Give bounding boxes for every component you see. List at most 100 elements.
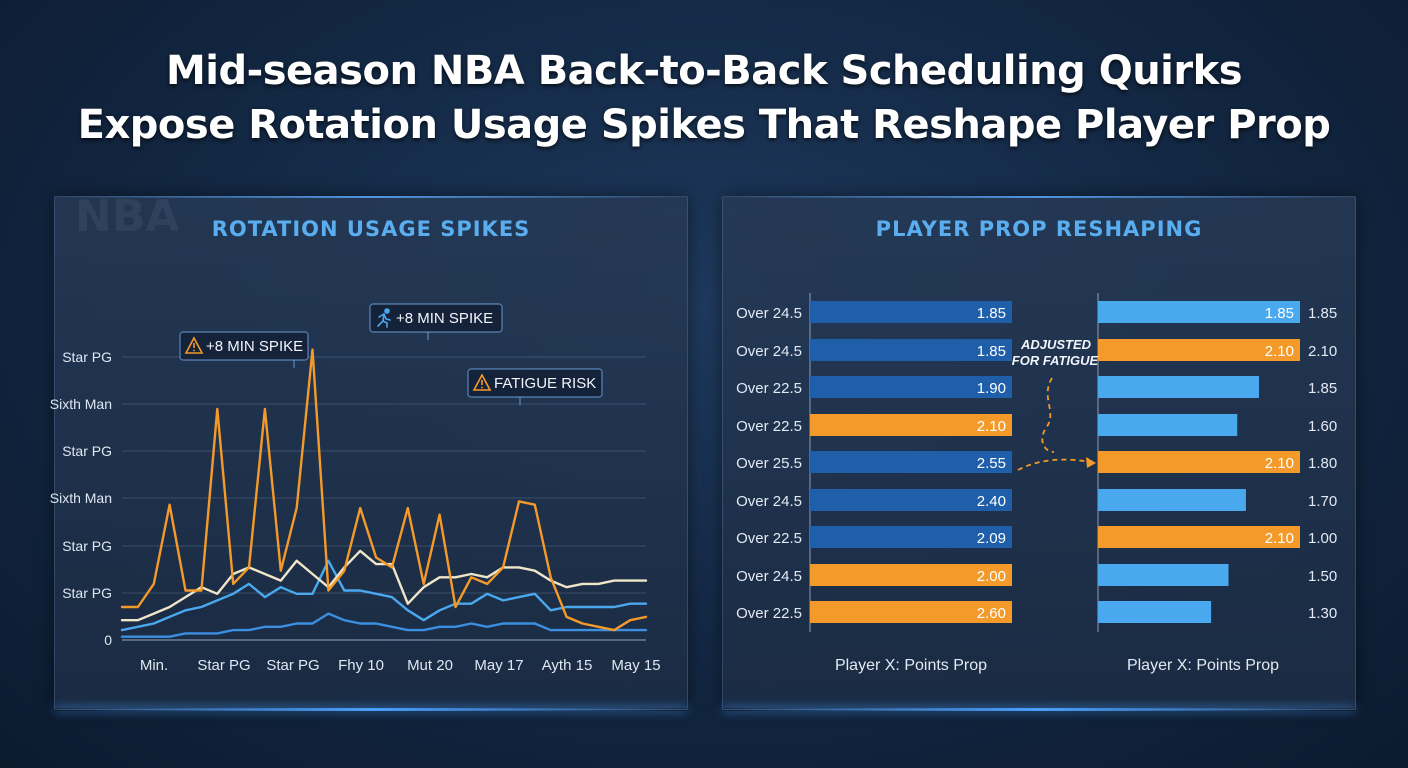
y-tick-label: Sixth Man (50, 396, 112, 412)
series-line-cream (120, 549, 648, 622)
x-tick-label: Min. (140, 657, 168, 674)
annotation-text: FATIGUE RISK (494, 375, 596, 392)
annotation-box (369, 303, 503, 333)
after-value-label: 1.85 (1308, 305, 1337, 322)
before-bar (810, 564, 1012, 586)
after-value-label: 1.70 (1308, 493, 1337, 510)
annotation-callout: FATIGUE RISK (467, 368, 603, 405)
before-bar-label: 2.09 (977, 530, 1006, 547)
category-label: Over 22.5 (736, 380, 802, 397)
after-bar-label: 1.85 (1265, 305, 1294, 322)
panel-bottom-glow (723, 708, 1355, 711)
y-tick-label: Star PG (62, 443, 112, 459)
annotation-text: +8 MIN SPIKE (396, 310, 493, 327)
category-label: Over 25.5 (736, 455, 802, 472)
y-tick-label: Star PG (62, 349, 112, 365)
callout-arrowhead (1086, 457, 1096, 468)
before-bar-label: 1.90 (977, 380, 1006, 397)
annotation-text: +8 MIN SPIKE (206, 338, 303, 355)
nba-watermark: NBA (75, 191, 180, 242)
category-label: Over 24.5 (736, 305, 802, 322)
category-label: Over 24.5 (736, 343, 802, 360)
before-bar-label: 2.10 (977, 418, 1006, 435)
x-tick-label: Star PG (266, 657, 319, 674)
after-bar-label: 2.10 (1265, 455, 1294, 472)
warning-icon (184, 336, 204, 354)
after-value-label: 1.50 (1308, 568, 1337, 585)
before-bar (810, 489, 1012, 511)
before-bar (810, 526, 1012, 548)
annotation-box (467, 368, 603, 398)
series-line-lightblue (120, 559, 648, 632)
after-bar (1098, 376, 1259, 398)
before-bar-label: 2.00 (977, 568, 1006, 585)
before-bar-label: 2.40 (977, 493, 1006, 510)
annotation-callout: +8 MIN SPIKE (369, 303, 503, 340)
before-bar (810, 414, 1012, 436)
category-label: Over 22.5 (736, 605, 802, 622)
before-bar-label: 2.60 (977, 605, 1006, 622)
warning-icon-dot (193, 349, 195, 352)
series-line-blue (120, 612, 648, 638)
before-bar-label: 1.85 (977, 305, 1006, 322)
x-tick-label: Star PG (197, 657, 250, 674)
panel-bottom-glow (55, 708, 687, 711)
runner-icon-leg2 (382, 320, 388, 328)
before-bar (810, 451, 1012, 473)
runner-icon-arm (378, 312, 391, 321)
category-label: Over 22.5 (736, 418, 802, 435)
after-bar (1098, 601, 1212, 623)
x-tick-label: Ayth 15 (542, 657, 593, 674)
annotation-callout: +8 MIN SPIKE (179, 331, 309, 368)
category-label: Over 24.5 (736, 493, 802, 510)
before-bar (810, 339, 1012, 361)
after-bar (1098, 339, 1300, 361)
runner-icon-head (384, 308, 390, 314)
runner-icon (377, 308, 391, 328)
after-value-label: 1.85 (1308, 380, 1337, 397)
before-bar-label: 1.85 (977, 343, 1006, 360)
after-value-label: 1.60 (1308, 418, 1337, 435)
warning-icon-dot (481, 386, 483, 389)
warning-icon (472, 373, 492, 391)
rotation-usage-title: ROTATION USAGE SPIKES (211, 217, 531, 241)
y-tick-label: Star PG (62, 538, 112, 554)
y-tick-label: Sixth Man (50, 490, 112, 506)
category-label: Over 22.5 (736, 530, 802, 547)
after-bar (1098, 564, 1229, 586)
x-tick-label: May 15 (611, 657, 660, 674)
x-tick-label: Mut 20 (407, 657, 453, 674)
after-value-label: 1.00 (1308, 530, 1337, 547)
after-xlabel: Player X: Points Prop (1127, 657, 1279, 674)
before-bar-label: 2.55 (977, 455, 1006, 472)
after-bar (1098, 414, 1238, 436)
after-bar (1098, 451, 1300, 473)
y-tick-label: Star PG (62, 585, 112, 601)
after-value-label: 2.10 (1308, 343, 1337, 360)
callout-line-1: ADJUSTED (1020, 337, 1092, 352)
title-line-1: Mid-season NBA Back-to-Back Scheduling Q… (165, 48, 1243, 94)
prop-reshaping-title: PLAYER PROP RESHAPING (875, 217, 1203, 241)
callout-arrow (1017, 458, 1091, 471)
rotation-usage-chart: 0 Star PG Star PG Sixth Man Star PG Sixth Man… (50, 303, 661, 674)
series-line-orange (120, 348, 648, 632)
after-bar-label: 2.10 (1265, 530, 1294, 547)
y-tick-label: 0 (104, 632, 112, 648)
x-tick-label: Fhy 10 (338, 657, 384, 674)
after-bar (1098, 301, 1300, 323)
panel-top-glow (55, 196, 687, 198)
panel-top-glow (723, 196, 1355, 198)
prop-reshaping-chart: Over 24.5 1.85 1.85 1.85 Over 24.5 1.85 2.10 2.… (736, 293, 1337, 674)
after-value-label: 1.30 (1308, 605, 1337, 622)
before-bar (810, 601, 1012, 623)
category-label: Over 24.5 (736, 568, 802, 585)
callout-arrow-curve (1041, 377, 1055, 453)
before-bar (810, 301, 1012, 323)
after-bar-label: 2.10 (1265, 343, 1294, 360)
annotation-box (179, 331, 309, 361)
before-xlabel: Player X: Points Prop (835, 657, 987, 674)
after-value-label: 1.80 (1308, 455, 1337, 472)
x-tick-label: May 17 (474, 657, 523, 674)
page-title: Mid-season NBA Back-to-Back Scheduling Q… (0, 44, 1408, 152)
